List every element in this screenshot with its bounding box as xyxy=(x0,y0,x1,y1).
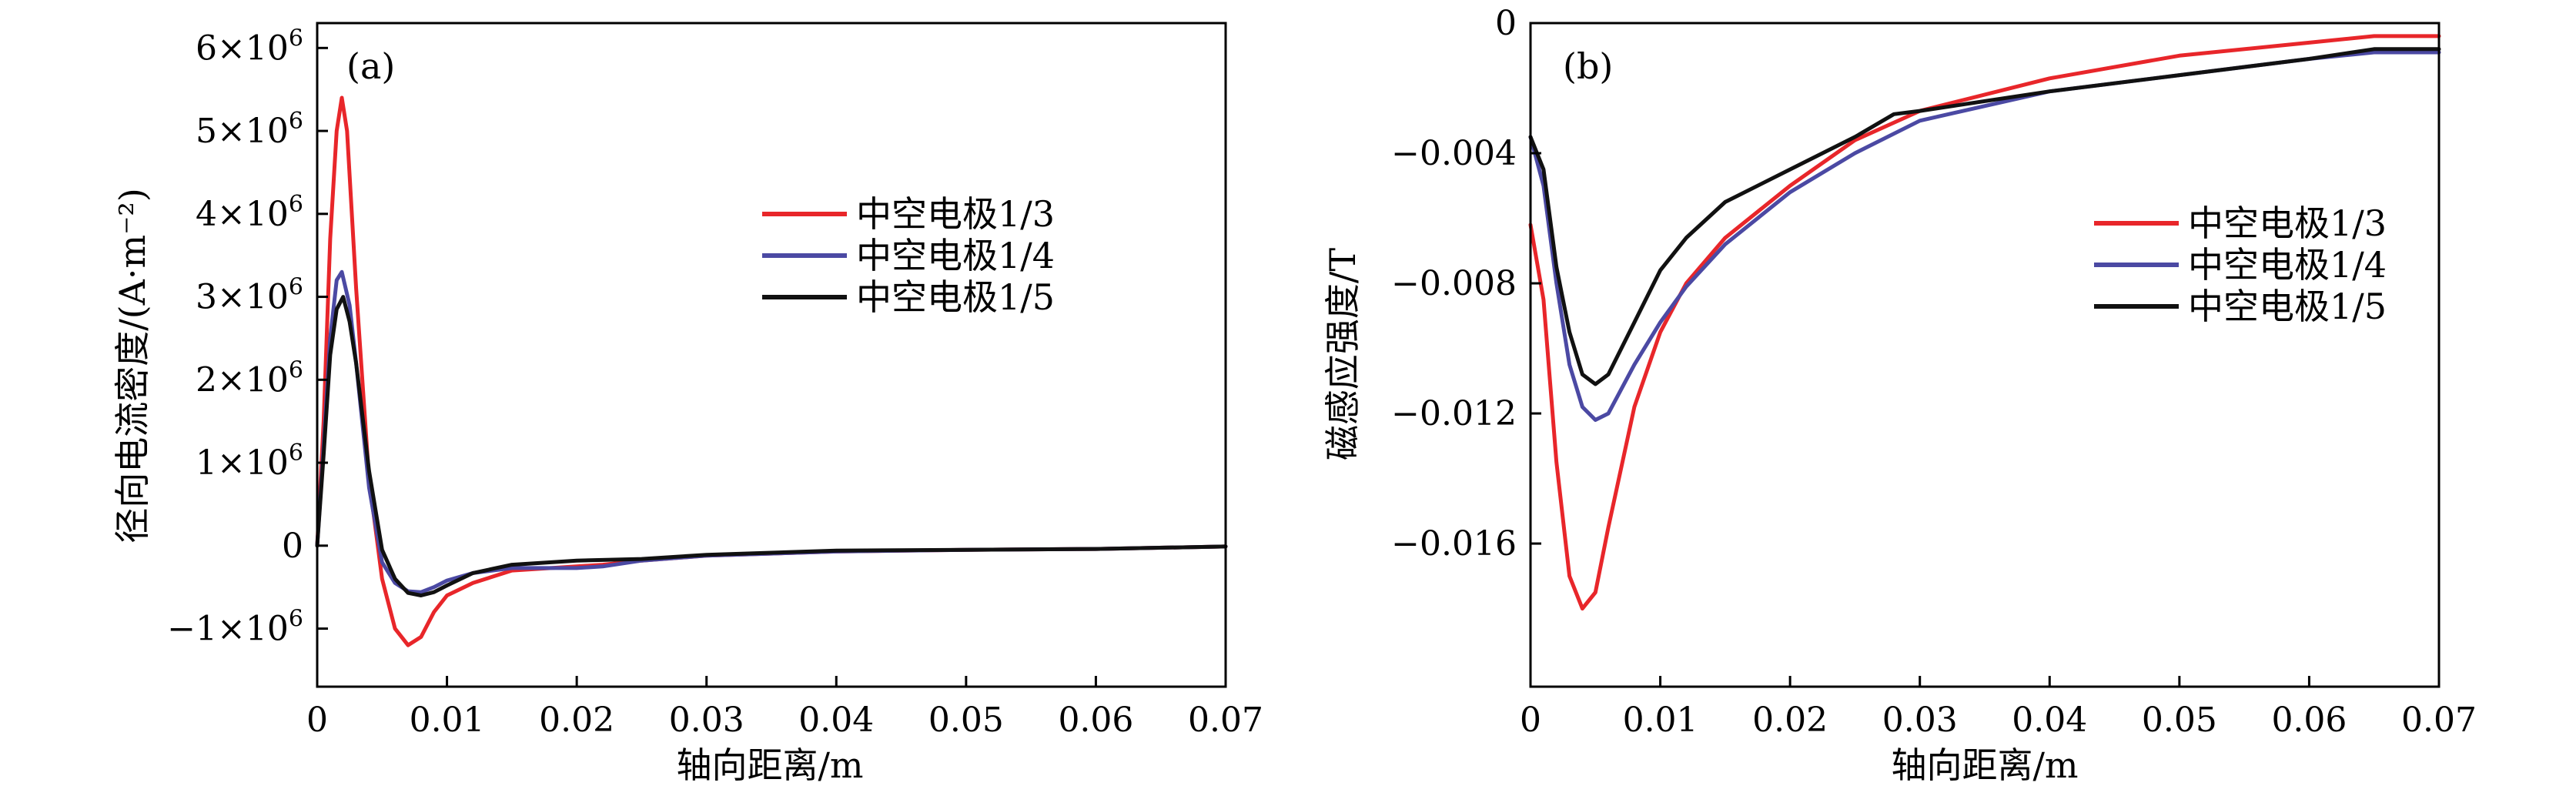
x-tick-label-b-3: 0.03 xyxy=(1882,701,1958,740)
y-tick-label-b-4: −0.016 xyxy=(1391,524,1517,564)
x-tick-label-b-4: 0.04 xyxy=(2012,701,2087,740)
x-tick-label-a-2: 0.02 xyxy=(539,701,614,740)
panel-label-b: (b) xyxy=(1563,45,1613,87)
x-axis-title-a: 轴向距离/m xyxy=(676,744,863,786)
y-axis-title-a: 径向电流密度/(A·m⁻²) xyxy=(112,188,153,543)
legend-label-b-1: 中空电极1/3 xyxy=(2188,202,2387,244)
plot-frame-b xyxy=(1529,22,2441,688)
y-axis-b: 0 −0.004 −0.008 −0.012 −0.016 xyxy=(1391,4,1541,564)
plot-frame-a xyxy=(316,22,1227,688)
y-tick-label-a-0: −1×106 xyxy=(167,606,303,649)
series-group-b xyxy=(1528,34,2441,611)
y-tick-label-a-2: 1×106 xyxy=(196,440,303,483)
x-axis-a: 0 0.01 0.02 0.03 0.04 0.05 0.06 0.07 xyxy=(306,676,1263,740)
x-tick-label-b-1: 0.01 xyxy=(1623,701,1698,740)
y-tick-label-a-5: 4×106 xyxy=(196,191,303,234)
y-tick-label-a-3: 2×106 xyxy=(196,356,303,400)
x-tick-label-a-6: 0.06 xyxy=(1058,701,1133,740)
x-tick-label-a-3: 0.03 xyxy=(669,701,744,740)
x-tick-label-a-4: 0.04 xyxy=(798,701,874,740)
legend-label-a-2: 中空电极1/4 xyxy=(856,235,1055,276)
series-line-b-1 xyxy=(1528,34,2441,611)
x-tick-label-b-0: 0 xyxy=(1520,701,1541,740)
y-tick-label-a-1: 0 xyxy=(282,527,303,566)
legend-label-b-2: 中空电极1/4 xyxy=(2188,244,2387,286)
x-axis-title-b: 轴向距离/m xyxy=(1891,744,2078,786)
y-tick-label-b-0: 0 xyxy=(1495,4,1517,43)
y-tick-label-a-4: 3×106 xyxy=(196,274,303,317)
series-line-a-3 xyxy=(315,295,1228,597)
legend-label-b-3: 中空电极1/5 xyxy=(2188,286,2387,327)
x-tick-label-b-7: 0.07 xyxy=(2401,701,2477,740)
chart-panel-b: 磁感应强度/T 0 0.01 0.02 0.03 0.04 0.05 0.06 0.07 0 −… xyxy=(1322,4,2477,786)
x-axis-b: 0 0.01 0.02 0.03 0.04 0.05 0.06 0.07 xyxy=(1520,676,2477,740)
y-tick-label-b-1: −0.004 xyxy=(1391,134,1517,173)
y-tick-label-b-2: −0.008 xyxy=(1391,264,1517,303)
series-line-a-2 xyxy=(315,269,1228,594)
x-tick-label-a-7: 0.07 xyxy=(1188,701,1263,740)
y-tick-label-b-3: −0.012 xyxy=(1391,394,1517,433)
legend-label-a-3: 中空电极1/5 xyxy=(856,276,1055,318)
series-group-a xyxy=(315,95,1228,647)
x-tick-label-a-1: 0.01 xyxy=(410,701,485,740)
x-tick-label-b-2: 0.02 xyxy=(1752,701,1828,740)
legend-label-a-1: 中空电极1/3 xyxy=(856,193,1055,235)
y-tick-label-a-6: 5×106 xyxy=(196,108,303,151)
x-tick-label-a-5: 0.05 xyxy=(928,701,1004,740)
series-line-a-1 xyxy=(315,95,1228,647)
x-tick-label-b-5: 0.05 xyxy=(2142,701,2217,740)
y-axis-a: −1×106 0 1×106 2×106 3×106 4×106 5×106 6×106 xyxy=(167,25,328,649)
x-tick-label-b-6: 0.06 xyxy=(2271,701,2347,740)
panel-label-a: (a) xyxy=(346,45,395,87)
y-tick-label-a-7: 6×106 xyxy=(196,25,303,68)
x-tick-label-a-0: 0 xyxy=(306,701,328,740)
series-line-b-3 xyxy=(1528,47,2441,386)
y-axis-title-b: 磁感应强度/T xyxy=(1322,248,1363,460)
chart-panel-a: 径向电流密度/(A·m⁻²) 0 0.01 0.02 0.03 0.04 0.05 0.06… xyxy=(112,22,1263,786)
